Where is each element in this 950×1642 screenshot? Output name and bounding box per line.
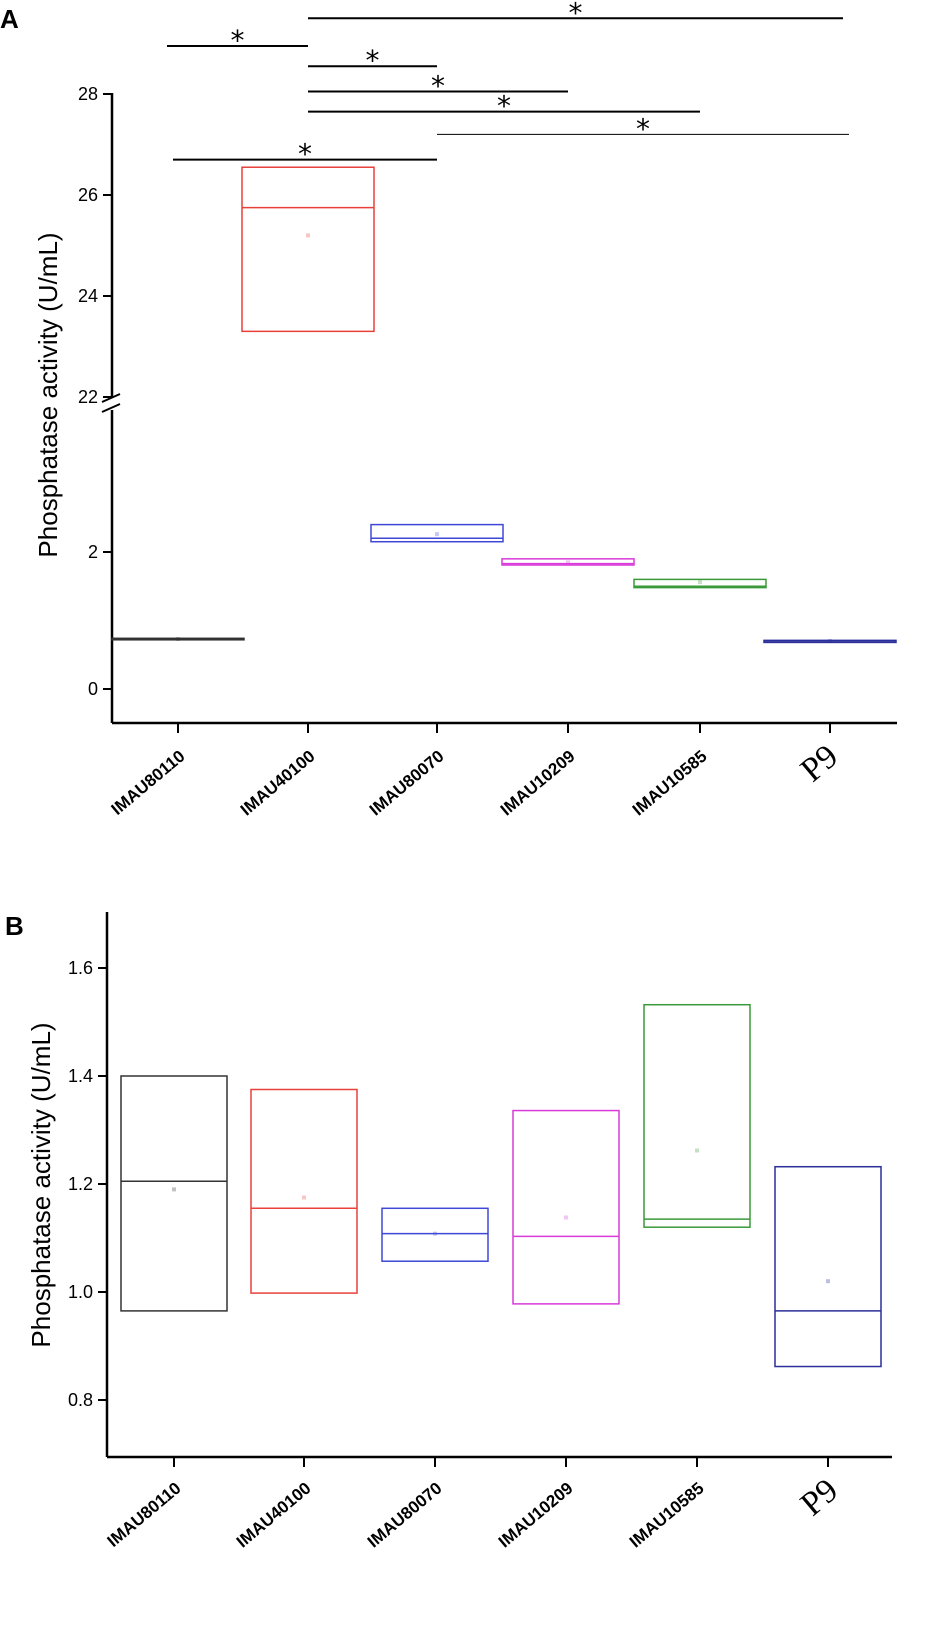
panel-b-mean-point-IMAU80070: [433, 1231, 437, 1236]
panel-a-significance-star: *: [231, 24, 245, 57]
panel-b-box-IMAU80110: [120, 1075, 228, 1312]
panel-b-mean-point-IMAU10585: [695, 1148, 699, 1153]
panel-a-mean-point-IMAU80110: [176, 636, 180, 641]
panel-a-y-tick-label: 24: [78, 286, 98, 306]
panel-a-y-axis-title: Phosphatase activity (U/mL): [33, 232, 63, 557]
panel-a-category-label: IMAU80070: [366, 747, 448, 820]
panel-a-box-IMAU40100: [241, 166, 375, 333]
panel-a-mean-point-IMAU40100: [306, 233, 310, 238]
panel-a-x-ticks: IMAU80110 IMAU40100 IMAU80070 IMAU10209 IMAU…: [108, 723, 845, 820]
panel-a-mean-point-IMAU80070: [435, 532, 439, 537]
panel-b-category-label: IMAU10209: [495, 1479, 577, 1552]
panel-a-y-tick-label: 22: [78, 387, 98, 407]
panel-a-significance-star: *: [431, 69, 445, 102]
panel-a-mean-point-IMAU10209: [566, 560, 570, 565]
panel-b-mean-point-P9: [826, 1279, 830, 1284]
panel-a-y-tick-label: 26: [78, 185, 98, 205]
panel-a-axis-break-mark: [101, 403, 121, 413]
panel-a-significance-star: *: [636, 112, 650, 145]
panel-a-y-tick-label: 2: [88, 542, 98, 562]
panel-b-letter: B: [5, 911, 24, 941]
panel-a-box-IMAU80070: [370, 523, 504, 543]
panel-a-y-tick-label: 0: [88, 679, 98, 699]
panel-b-box-IMAU10209: [512, 1109, 620, 1305]
panel-a-box-IMAU10209: [501, 558, 635, 566]
panel-b-y-tick-label: 1.0: [68, 1282, 93, 1302]
panel-a-letter: A: [0, 4, 19, 34]
panel-b-category-label: IMAU10585: [626, 1479, 708, 1552]
panel-a-boxes: [111, 166, 897, 644]
panel-b-mean-point-IMAU80110: [172, 1187, 176, 1192]
panel-a-mean-point-P9: [828, 639, 832, 644]
panel-a-mean-point-IMAU10585: [698, 580, 702, 585]
panel-a-significance-star: *: [366, 44, 380, 77]
panel-a-category-label: P9: [794, 738, 845, 789]
panel-b-category-label: P9: [794, 1472, 845, 1523]
panel-b-mean-point-IMAU10209: [564, 1215, 568, 1220]
panel-b-y-ticks: 0.8 1.0 1.2 1.4 1.6: [68, 958, 107, 1410]
panel-a-axes: [101, 93, 897, 725]
panel-b: B 0.81.01.21.41.6 IMAU80110 IMAU40100 IMAU…: [5, 911, 892, 1551]
panel-a-category-label: IMAU40100: [237, 747, 319, 820]
panel-b-category-label: IMAU40100: [233, 1479, 315, 1552]
panel-b-box-IMAU80070: [381, 1207, 489, 1262]
panel-b-category-label: IMAU80110: [104, 1479, 185, 1551]
panel-b-category-label: IMAU80070: [364, 1479, 446, 1552]
panel-a-significance-star: *: [497, 90, 511, 123]
panel-b-y-tick-label: 0.8: [68, 1390, 93, 1410]
panel-b-y-tick-label: 1.2: [68, 1174, 93, 1194]
panel-b-box-IMAU10585: [643, 1003, 751, 1228]
panel-b-mean-point-IMAU40100: [302, 1195, 306, 1200]
panel-b-x-ticks: IMAU80110 IMAU40100 IMAU80070 IMAU10209 IMAU…: [104, 1457, 845, 1552]
panel-b-y-axis-title: Phosphatase activity (U/mL): [26, 1022, 56, 1347]
panel-a-category-label: IMAU10585: [629, 747, 711, 820]
panel-a-y-tick-label: 28: [78, 84, 98, 104]
panel-a-significance-group: * * * * * * *: [167, 0, 849, 171]
panel-b-boxes: [120, 1003, 882, 1368]
panel-a-category-label: IMAU80110: [108, 747, 189, 819]
panel-b-box-IMAU40100: [250, 1088, 358, 1294]
panel-b-y-tick-label: 1.6: [68, 958, 93, 978]
panel-b-y-tick-label: 1.4: [68, 1066, 93, 1086]
panel-a-box-IMAU10585: [633, 578, 767, 589]
panel-a-category-label: IMAU10209: [497, 747, 579, 820]
panel-a-significance-star: *: [569, 0, 583, 29]
panel-b-box-P9: [774, 1165, 882, 1368]
panel-a-significance-star: *: [298, 138, 312, 171]
